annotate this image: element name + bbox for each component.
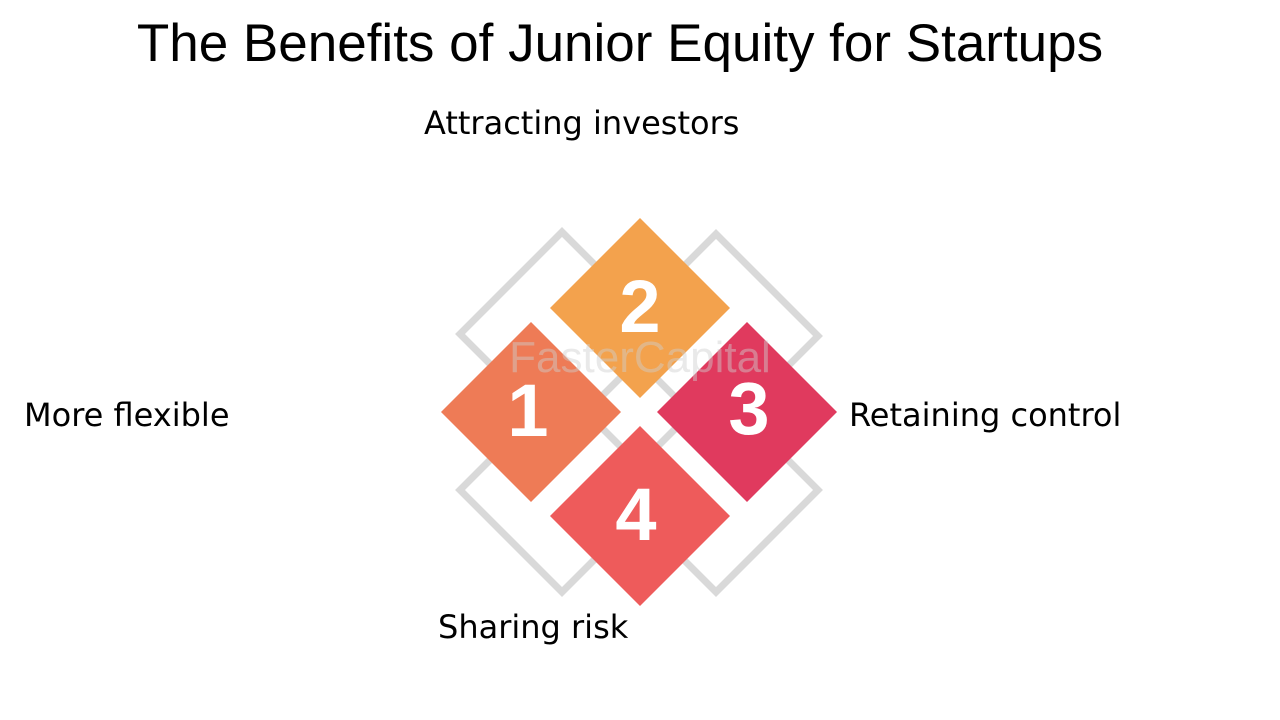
watermark-logo: FasterCapital bbox=[509, 333, 771, 382]
label-sharing-risk: Sharing risk bbox=[438, 608, 629, 646]
tile-diamond-1 bbox=[441, 322, 621, 502]
label-retaining-control: Retaining control bbox=[849, 396, 1122, 434]
tile-number-3: 3 bbox=[728, 367, 769, 450]
page-title: The Benefits of Junior Equity for Startu… bbox=[136, 14, 1104, 73]
tile-number-2: 2 bbox=[619, 265, 660, 348]
tile-diamond-3 bbox=[657, 322, 837, 502]
label-attracting-investors: Attracting investors bbox=[424, 104, 740, 142]
tile-number-1: 1 bbox=[507, 369, 548, 452]
tile-number-4: 4 bbox=[615, 473, 656, 556]
tile-diamond-4 bbox=[550, 426, 730, 606]
tile-diamond-2 bbox=[550, 218, 730, 398]
label-more-flexible: More flexible bbox=[24, 396, 230, 434]
